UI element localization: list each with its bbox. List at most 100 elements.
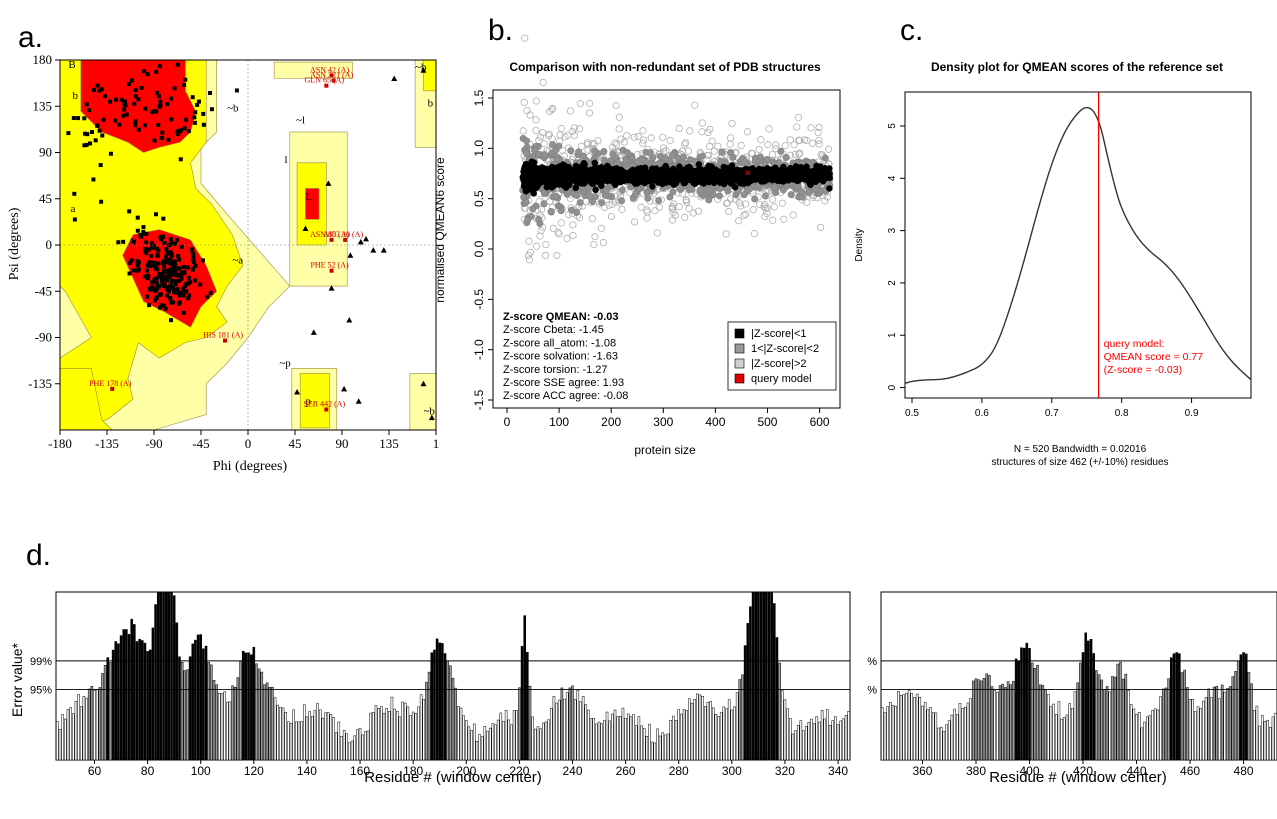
comparison-point-gray-light — [519, 127, 527, 135]
error-bar — [581, 696, 585, 761]
rama-y-tick-label: 135 — [33, 98, 53, 113]
rama-residue-point — [71, 116, 76, 121]
rama-residue-point — [158, 99, 163, 104]
rama-residue-point — [179, 244, 184, 249]
comparison-point-gray-light — [778, 199, 786, 207]
rama-y-label: Psi (degrees) — [7, 207, 22, 280]
error-bar — [826, 709, 829, 761]
comparison-point-gray-light — [585, 109, 594, 117]
error-bar — [233, 686, 237, 761]
error-x-tick-label: 260 — [616, 764, 636, 778]
comparison-point-gray-light — [706, 142, 714, 150]
rama-points — [66, 62, 435, 421]
rama-residue-point — [102, 94, 107, 99]
error-bar — [847, 710, 850, 761]
rama-residue-point — [178, 273, 183, 278]
error-bar — [820, 710, 824, 761]
error-bar — [345, 733, 349, 761]
comparison-point-gray-light — [618, 205, 626, 213]
rama-residue-point — [159, 234, 164, 239]
error-bar — [430, 652, 434, 761]
error-bar — [897, 691, 900, 761]
error-bar — [563, 698, 566, 761]
rama-residue-point — [159, 275, 164, 280]
comparison-point-gray-light — [796, 149, 804, 157]
error-bar — [788, 718, 792, 761]
error-x-tick-label: 80 — [141, 764, 155, 778]
rama-residue-point — [85, 132, 90, 137]
comparison-point-gray-light — [533, 242, 541, 250]
rama-outlier-point — [331, 78, 336, 83]
error-bar — [595, 723, 598, 761]
comparison-point-black — [826, 185, 833, 192]
error-x-tick-label: 200 — [456, 764, 476, 778]
error-bar — [1220, 684, 1224, 761]
comparison-point-gray-light — [769, 216, 777, 224]
error-bar — [71, 713, 75, 761]
error-bar — [1103, 689, 1106, 761]
rama-residue-point — [126, 81, 131, 86]
error-bar — [910, 693, 914, 761]
threshold-label: 99% — [30, 656, 52, 668]
error-bar — [573, 699, 577, 761]
error-bar — [1135, 713, 1138, 761]
error-bar — [977, 679, 980, 761]
rama-residue-point — [165, 258, 170, 263]
error-bar — [263, 684, 266, 761]
rama-residue-point — [155, 267, 160, 272]
error-bar — [1028, 648, 1031, 761]
rama-region-label: a — [70, 203, 75, 215]
comparison-point-gray-light — [568, 127, 577, 136]
rama-residue-point — [176, 131, 181, 136]
error-bar — [942, 731, 946, 761]
comparison-point-black — [720, 180, 728, 188]
density-curve — [904, 106, 1252, 385]
error-bar — [342, 729, 346, 761]
error-bar — [611, 713, 614, 761]
rama-residue-point — [145, 276, 150, 281]
error-bar — [366, 730, 370, 761]
rama-residue-point — [168, 267, 173, 272]
rama-y-tick-label: -135 — [28, 376, 52, 391]
error-bar — [1153, 708, 1157, 761]
comparison-point-black — [815, 175, 823, 183]
rama-residue-point — [157, 292, 162, 297]
comparison-point-black — [625, 174, 633, 181]
error-bar — [794, 730, 797, 761]
error-bar — [1161, 688, 1165, 761]
comparison-point-gray — [520, 193, 528, 201]
rama-glycine-point — [347, 252, 354, 258]
error-bar — [446, 660, 449, 761]
error-bar — [725, 708, 728, 761]
error-bar — [1148, 715, 1152, 761]
comparison-point-gray-light — [576, 125, 584, 133]
comparison-point-black — [641, 170, 648, 177]
rama-residue-point — [192, 115, 197, 120]
rama-residue-point — [135, 268, 140, 273]
error-x-tick-label: 140 — [297, 764, 317, 778]
error-bar — [531, 716, 534, 761]
error-bar — [690, 702, 694, 761]
error-bar — [194, 639, 197, 761]
error-bar — [247, 652, 250, 761]
rama-outlier-point — [110, 386, 115, 391]
error-bar — [650, 741, 654, 761]
rama-residue-point — [84, 102, 89, 107]
comparison-point-gray — [598, 199, 606, 207]
comparison-point-gray-light — [808, 139, 817, 148]
rama-residue-point — [162, 303, 167, 308]
comparison-point-gray-light — [607, 212, 616, 221]
rama-residue-point — [193, 263, 198, 268]
error-bar — [648, 723, 651, 761]
error-bar — [292, 709, 295, 761]
comparison-point-gray-light — [735, 217, 743, 225]
error-bar — [122, 629, 125, 761]
error-bar — [111, 649, 115, 761]
error-bar — [990, 686, 994, 761]
rama-residue-point — [93, 138, 98, 143]
rama-residue-point — [160, 130, 165, 135]
density-x-tick-label: 0.8 — [1115, 408, 1129, 419]
error-bar — [1244, 653, 1248, 761]
comparison-point-gray-light — [824, 145, 833, 153]
comparison-point-gray-light — [675, 124, 683, 133]
